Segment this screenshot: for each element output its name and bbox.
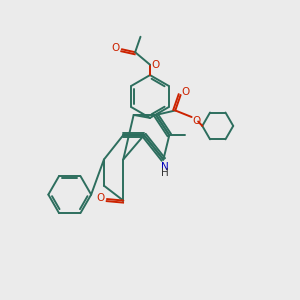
Text: O: O: [182, 87, 190, 97]
Text: O: O: [192, 116, 200, 126]
Text: O: O: [151, 60, 160, 70]
Text: O: O: [112, 43, 120, 53]
Text: O: O: [97, 193, 105, 203]
Text: N: N: [161, 162, 169, 172]
Text: H: H: [161, 169, 169, 178]
